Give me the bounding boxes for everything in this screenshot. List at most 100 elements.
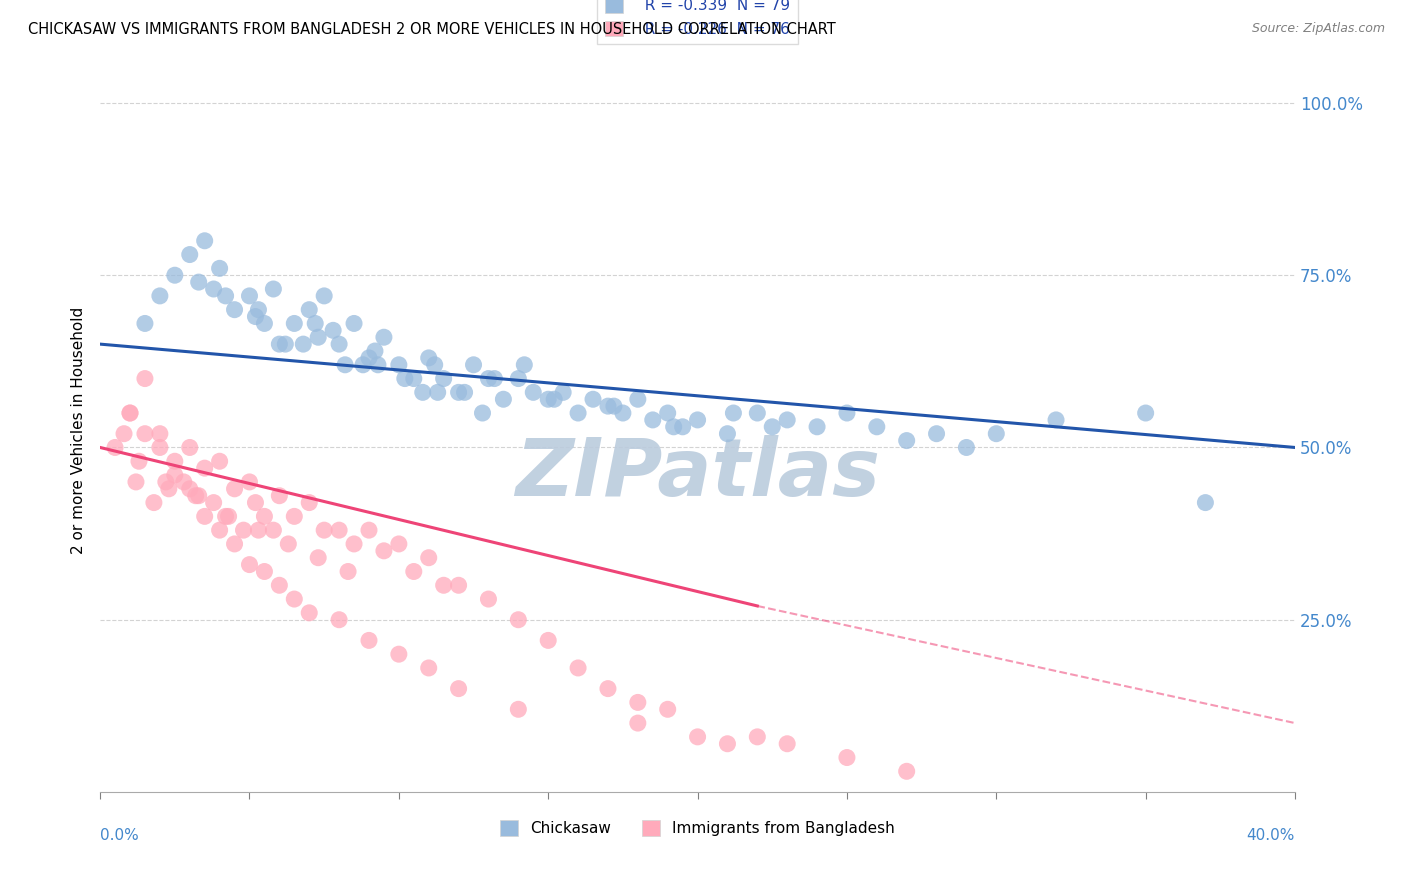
Point <box>277 537 299 551</box>
Point <box>224 482 246 496</box>
Point <box>567 661 589 675</box>
Point <box>686 413 709 427</box>
Point <box>163 454 186 468</box>
Point <box>423 358 446 372</box>
Point <box>163 268 186 283</box>
Point <box>298 302 321 317</box>
Point <box>343 317 366 331</box>
Point <box>543 392 565 407</box>
Point <box>955 441 977 455</box>
Point <box>292 337 315 351</box>
Point <box>343 537 366 551</box>
Point <box>328 523 350 537</box>
Point <box>716 737 738 751</box>
Point <box>373 544 395 558</box>
Point <box>402 371 425 385</box>
Point <box>835 750 858 764</box>
Point <box>357 633 380 648</box>
Point <box>283 509 305 524</box>
Point <box>269 337 291 351</box>
Point <box>247 302 270 317</box>
Point <box>283 592 305 607</box>
Point <box>657 702 679 716</box>
Point <box>418 550 440 565</box>
Point <box>433 371 456 385</box>
Point <box>627 392 650 407</box>
Point <box>402 565 425 579</box>
Point <box>627 716 650 731</box>
Point <box>357 523 380 537</box>
Point <box>508 371 530 385</box>
Point <box>447 681 470 696</box>
Point <box>641 413 664 427</box>
Point <box>298 495 321 509</box>
Point <box>925 426 948 441</box>
Point <box>866 419 889 434</box>
Legend: Chickasaw, Immigrants from Bangladesh: Chickasaw, Immigrants from Bangladesh <box>494 814 901 842</box>
Point <box>247 523 270 537</box>
Point <box>508 702 530 716</box>
Point <box>776 737 799 751</box>
Point <box>333 358 356 372</box>
Text: Source: ZipAtlas.com: Source: ZipAtlas.com <box>1251 22 1385 36</box>
Point <box>208 454 231 468</box>
Point <box>262 282 284 296</box>
Point <box>471 406 494 420</box>
Point <box>835 406 858 420</box>
Point <box>463 358 485 372</box>
Point <box>806 419 828 434</box>
Point <box>657 406 679 420</box>
Point <box>134 371 156 385</box>
Point <box>596 681 619 696</box>
Point <box>298 606 321 620</box>
Point <box>245 495 267 509</box>
Point <box>357 351 380 365</box>
Point <box>747 406 769 420</box>
Point <box>269 489 291 503</box>
Point <box>179 247 201 261</box>
Point <box>224 302 246 317</box>
Text: CHICKASAW VS IMMIGRANTS FROM BANGLADESH 2 OR MORE VEHICLES IN HOUSEHOLD CORRELAT: CHICKASAW VS IMMIGRANTS FROM BANGLADESH … <box>28 22 837 37</box>
Point <box>364 344 387 359</box>
Point <box>187 489 209 503</box>
Point <box>1135 406 1157 420</box>
Point <box>1045 413 1067 427</box>
Point <box>304 317 326 331</box>
Point <box>328 613 350 627</box>
Point <box>352 358 374 372</box>
Point <box>723 406 745 420</box>
Point <box>208 261 231 276</box>
Point <box>149 289 172 303</box>
Point <box>179 482 201 496</box>
Point <box>426 385 449 400</box>
Point <box>194 234 217 248</box>
Point <box>747 730 769 744</box>
Point <box>307 550 329 565</box>
Point <box>508 613 530 627</box>
Point <box>492 392 515 407</box>
Point <box>627 695 650 709</box>
Point <box>896 764 918 779</box>
Point <box>388 358 411 372</box>
Point <box>112 426 135 441</box>
Point <box>238 558 260 572</box>
Point <box>596 399 619 413</box>
Point <box>214 289 236 303</box>
Point <box>761 419 783 434</box>
Point <box>582 392 605 407</box>
Point <box>184 489 207 503</box>
Point <box>128 454 150 468</box>
Point <box>394 371 416 385</box>
Point <box>447 578 470 592</box>
Point <box>418 351 440 365</box>
Point <box>388 647 411 661</box>
Point <box>155 475 177 489</box>
Point <box>194 509 217 524</box>
Point <box>367 358 389 372</box>
Point <box>142 495 165 509</box>
Point <box>477 371 499 385</box>
Point <box>134 317 156 331</box>
Point <box>513 358 536 372</box>
Point <box>214 509 236 524</box>
Point <box>412 385 434 400</box>
